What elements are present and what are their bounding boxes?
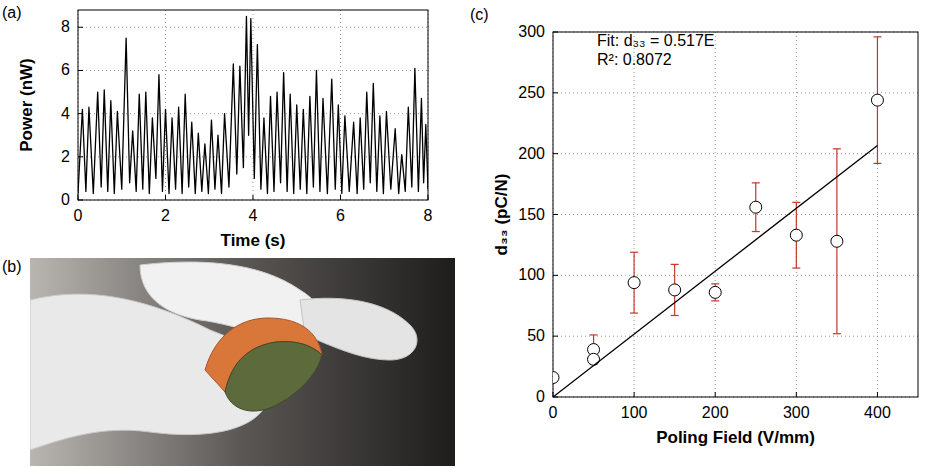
grid-line bbox=[796, 32, 797, 397]
tick-mark bbox=[553, 153, 558, 154]
tick-label: 400 bbox=[864, 404, 891, 421]
data-line bbox=[553, 145, 877, 397]
tick-label: 250 bbox=[518, 84, 545, 101]
error-cap bbox=[711, 300, 719, 301]
y-axis-title: d₃₃ (pC/N) bbox=[492, 174, 511, 256]
error-cap bbox=[833, 148, 841, 149]
tick-label: 200 bbox=[702, 404, 729, 421]
tick-label: 2 bbox=[161, 207, 170, 224]
error-cap bbox=[590, 334, 598, 335]
tick-mark bbox=[553, 275, 558, 276]
data-point bbox=[709, 286, 721, 298]
data-point bbox=[871, 94, 883, 106]
tick-label: 6 bbox=[336, 207, 345, 224]
marks bbox=[553, 37, 883, 397]
tick-mark bbox=[78, 200, 83, 201]
annotation: Fit: d₃₃ = 0.517E bbox=[597, 32, 715, 49]
error-cap bbox=[630, 312, 638, 313]
photo-background bbox=[30, 258, 455, 466]
grid-line bbox=[78, 70, 428, 71]
data-point bbox=[669, 284, 681, 296]
error-cap bbox=[792, 202, 800, 203]
tick-label: 4 bbox=[249, 207, 258, 224]
data-point bbox=[750, 201, 762, 213]
tick-label: 6 bbox=[61, 61, 70, 78]
grid-line bbox=[78, 27, 428, 28]
data-point bbox=[831, 235, 843, 247]
error-cap bbox=[752, 231, 760, 232]
data-point bbox=[628, 277, 640, 289]
photo-content bbox=[30, 262, 417, 450]
tick-mark bbox=[877, 392, 878, 397]
error-cap bbox=[792, 267, 800, 268]
panel-label: (b) bbox=[2, 258, 22, 275]
tick-mark bbox=[634, 392, 635, 397]
marks bbox=[78, 16, 428, 193]
tick-mark bbox=[340, 195, 341, 200]
grid-line bbox=[715, 32, 716, 397]
tick-mark bbox=[553, 214, 558, 215]
x-axis-title: Poling Field (V/mm) bbox=[656, 428, 815, 447]
tick-label: 100 bbox=[621, 404, 648, 421]
tick-mark bbox=[78, 70, 83, 71]
grid-line bbox=[553, 92, 918, 93]
tick-mark bbox=[165, 195, 166, 200]
tick-label: 2 bbox=[61, 148, 70, 165]
tick-label: 0 bbox=[74, 207, 83, 224]
tick-mark bbox=[553, 336, 558, 337]
annotation: R²: 0.8072 bbox=[597, 51, 672, 68]
tick-label: 50 bbox=[527, 327, 545, 344]
y-axis-title: Power (nW) bbox=[17, 58, 36, 152]
panel-label: (a) bbox=[2, 4, 22, 21]
tick-mark bbox=[553, 32, 558, 33]
grid-line bbox=[553, 275, 918, 276]
tick-label: 0 bbox=[549, 404, 558, 421]
tick-label: 150 bbox=[518, 206, 545, 223]
panel-label: (c) bbox=[470, 6, 489, 23]
tick-label: 100 bbox=[518, 266, 545, 283]
plot-frame bbox=[78, 10, 428, 200]
tick-mark bbox=[78, 195, 79, 200]
tick-label: 4 bbox=[61, 105, 70, 122]
error-cap bbox=[752, 182, 760, 183]
tick-label: 0 bbox=[536, 388, 545, 405]
grid-line bbox=[553, 214, 918, 215]
panel: (c) 0 100 200 300 400 0 50 100 150 200 250 300 Poling… bbox=[470, 6, 918, 447]
data-point bbox=[553, 372, 559, 384]
tick-mark bbox=[796, 392, 797, 397]
tick-mark bbox=[553, 92, 558, 93]
error-cap bbox=[873, 163, 881, 164]
tick-label: 300 bbox=[783, 404, 810, 421]
error-cap bbox=[711, 283, 719, 284]
tick-mark bbox=[253, 195, 254, 200]
tick-label: 200 bbox=[518, 145, 545, 162]
plot-frame bbox=[553, 32, 918, 397]
figure: (a) 0 2 4 6 8 0 2 4 6 8 Time (s) Power (nW) (c) 0 100 20… bbox=[0, 0, 934, 468]
panel: (a) 0 2 4 6 8 0 2 4 6 8 Time (s) Power (nW) bbox=[2, 4, 433, 250]
grid-line bbox=[165, 10, 166, 200]
data-point bbox=[790, 229, 802, 241]
data-point bbox=[588, 353, 600, 365]
tick-mark bbox=[78, 27, 83, 28]
error-cap bbox=[873, 36, 881, 37]
error-cap bbox=[630, 252, 638, 253]
tick-label: 300 bbox=[518, 23, 545, 40]
photo-panel: (b) bbox=[2, 258, 455, 466]
error-cap bbox=[671, 264, 679, 265]
tick-label: 8 bbox=[424, 207, 433, 224]
grid-line bbox=[553, 336, 918, 337]
grid-line bbox=[553, 153, 918, 154]
data-line bbox=[78, 16, 428, 193]
tick-label: 0 bbox=[61, 191, 70, 208]
tick-mark bbox=[428, 195, 429, 200]
tick-mark bbox=[715, 392, 716, 397]
tick-label: 8 bbox=[61, 18, 70, 35]
film-edge bbox=[225, 342, 322, 411]
error-cap bbox=[671, 315, 679, 316]
error-cap bbox=[833, 333, 841, 334]
x-axis-title: Time (s) bbox=[221, 231, 286, 250]
